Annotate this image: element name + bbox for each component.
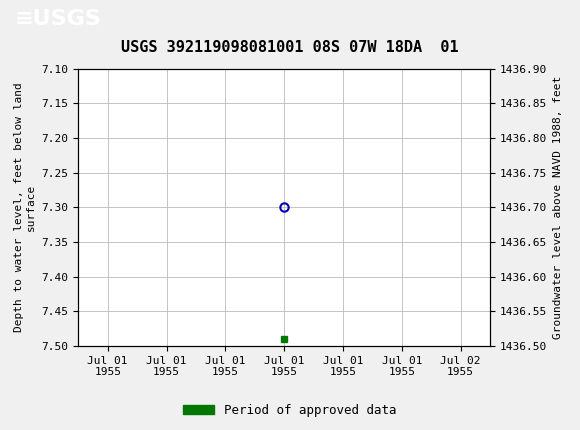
Legend: Period of approved data: Period of approved data (178, 399, 402, 421)
Y-axis label: Depth to water level, feet below land
surface: Depth to water level, feet below land su… (13, 83, 36, 332)
Text: ≡USGS: ≡USGS (14, 9, 102, 29)
Text: USGS 392119098081001 08S 07W 18DA  01: USGS 392119098081001 08S 07W 18DA 01 (121, 40, 459, 55)
Y-axis label: Groundwater level above NAVD 1988, feet: Groundwater level above NAVD 1988, feet (553, 76, 563, 339)
